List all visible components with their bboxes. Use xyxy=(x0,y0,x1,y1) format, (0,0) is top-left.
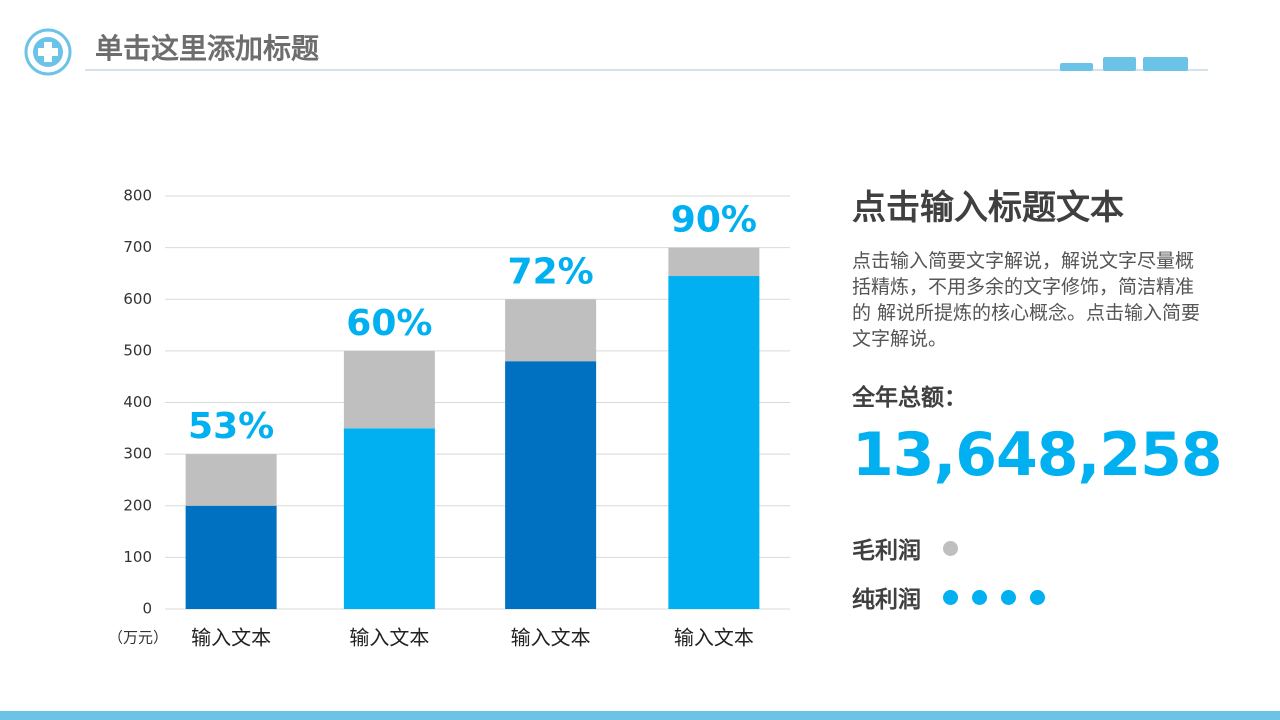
decor xyxy=(1060,63,1093,71)
bar-segment xyxy=(343,428,435,609)
legend-dot xyxy=(972,589,987,605)
y-tick-label: 200 xyxy=(123,496,152,514)
y-tick-label: 700 xyxy=(123,238,152,256)
legend-label: 纯利润 xyxy=(852,587,921,613)
y-tick-label: 600 xyxy=(123,290,152,308)
bar-segment xyxy=(668,247,760,277)
bar-label: 60% xyxy=(346,303,432,344)
y-tick-label: 400 xyxy=(123,393,152,411)
x-tick-label: 输入文本 xyxy=(674,626,754,650)
total-label: 全年总额： xyxy=(852,385,967,411)
bar-segment xyxy=(343,350,435,429)
decor xyxy=(1103,57,1136,71)
bar-segment xyxy=(185,454,277,506)
legend-dot xyxy=(943,540,958,556)
bar-segment xyxy=(505,299,597,362)
legend-dot xyxy=(1001,589,1016,605)
y-tick-label: 100 xyxy=(123,548,152,566)
bar-label: 90% xyxy=(671,200,757,241)
y-tick-label: 0 xyxy=(142,600,152,618)
decor xyxy=(1143,57,1188,71)
total-value: 13,648,258 xyxy=(852,420,1223,490)
panel-heading: 点击输入标题文本 xyxy=(852,188,1124,228)
y-axis-label: （万元） xyxy=(108,629,168,647)
bar-label: 72% xyxy=(508,251,594,292)
x-tick-label: 输入文本 xyxy=(511,626,591,650)
legend-label: 毛利润 xyxy=(852,538,921,564)
x-tick-label: 输入文本 xyxy=(191,626,271,650)
legend-dot xyxy=(1030,589,1045,605)
y-tick-label: 500 xyxy=(123,341,152,359)
y-tick-label: 300 xyxy=(123,445,152,463)
panel-paragraph: 点击输入简要文字解说，解说文字尽量概括精炼，不用多余的文字修饰，简洁精准的 解说… xyxy=(852,250,1201,350)
footer-bar xyxy=(0,711,1280,720)
y-tick-label: 800 xyxy=(123,187,152,205)
bar-segment xyxy=(505,361,597,609)
bar-label: 53% xyxy=(188,406,274,447)
bar-segment xyxy=(185,505,277,609)
x-tick-label: 输入文本 xyxy=(349,626,429,650)
legend-item: 纯利润 xyxy=(852,580,1045,614)
icon xyxy=(38,48,58,56)
bar-segment xyxy=(668,276,760,609)
slide-title: 单击这里添加标题 xyxy=(95,32,319,65)
legend-dot xyxy=(943,589,958,605)
legend-item: 毛利润 xyxy=(852,531,958,565)
